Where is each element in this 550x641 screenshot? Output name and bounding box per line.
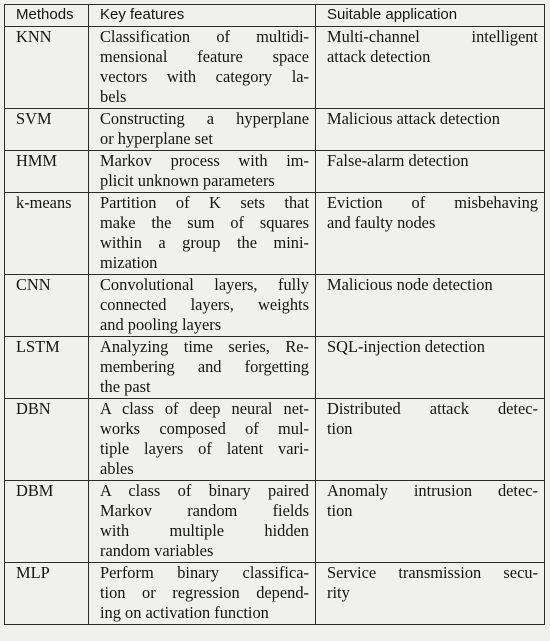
method-cell: SVM bbox=[4, 108, 89, 151]
feature-line: Constructing a hyperplane bbox=[100, 109, 309, 128]
method-cell: HMM bbox=[4, 150, 89, 193]
feature-line: the past bbox=[100, 377, 151, 396]
table-row: MLP Perform binary classifica-tion or reg… bbox=[4, 562, 545, 625]
key-features-cell: Perform binary classifica-tion or regres… bbox=[88, 562, 316, 625]
application-line: attack detection bbox=[327, 47, 431, 66]
feature-line: vectors with category la- bbox=[100, 67, 309, 86]
table-row: k-means Partition of K sets that make the … bbox=[4, 192, 545, 275]
table-row: DBN A class of deep neural net-works comp… bbox=[4, 398, 545, 481]
comparison-table: Methods Key features Suitable applicatio… bbox=[4, 4, 545, 625]
application-line: Malicious node detection bbox=[327, 275, 493, 294]
key-features-cell: Analyzing time series, Re-membering and … bbox=[88, 336, 316, 399]
feature-line: tion or regression depend- bbox=[100, 583, 309, 602]
feature-line: mization bbox=[100, 253, 158, 272]
header-methods: Methods bbox=[4, 4, 89, 27]
method-cell: MLP bbox=[4, 562, 89, 625]
table-row: KNN Classification of multidi-mensional f… bbox=[4, 26, 545, 109]
feature-line: works composed of mul- bbox=[100, 419, 309, 438]
method-cell: k-means bbox=[4, 192, 89, 275]
header-key-features: Key features bbox=[88, 4, 316, 27]
key-features-cell: Convolutional layers, fully connected lay… bbox=[88, 274, 316, 337]
key-features-cell: Constructing a hyperplane or hyperplane s… bbox=[88, 108, 316, 151]
application-cell: Distributed attack detec-tion bbox=[315, 398, 545, 481]
application-cell: Malicious attack detection bbox=[315, 108, 545, 151]
application-line: Multi-channel intelligent bbox=[327, 27, 538, 46]
feature-line: Analyzing time series, Re- bbox=[100, 337, 309, 356]
application-line: Eviction of misbehaving bbox=[327, 193, 538, 212]
feature-line: random variables bbox=[100, 541, 214, 560]
feature-line: bels bbox=[100, 87, 127, 106]
feature-line: A class of binary paired bbox=[100, 481, 309, 500]
application-cell: Eviction of misbehaving and faulty nodes bbox=[315, 192, 545, 275]
feature-line: A class of deep neural net- bbox=[100, 399, 309, 418]
header-suitable-application: Suitable application bbox=[315, 4, 545, 27]
feature-line: with multiple hidden bbox=[100, 521, 309, 540]
feature-line: tiple layers of latent vari- bbox=[100, 439, 309, 458]
application-cell: Anomaly intrusion detec-tion bbox=[315, 480, 545, 563]
feature-line: or hyperplane set bbox=[100, 129, 213, 148]
table-row: HMM Markov process with im-plicit unknown… bbox=[4, 150, 545, 193]
application-line: Malicious attack detection bbox=[327, 109, 500, 128]
application-line: Distributed attack detec- bbox=[327, 399, 538, 418]
application-line: tion bbox=[327, 501, 353, 520]
application-cell: False-alarm detection bbox=[315, 150, 545, 193]
feature-line: and pooling layers bbox=[100, 315, 222, 334]
application-cell: Malicious node detection bbox=[315, 274, 545, 337]
table-row: LSTM Analyzing time series, Re-membering … bbox=[4, 336, 545, 399]
feature-line: ables bbox=[100, 459, 134, 478]
feature-line: within a group the mini- bbox=[100, 233, 309, 252]
feature-line: make the sum of squares bbox=[100, 213, 309, 232]
key-features-cell: Classification of multidi-mensional feat… bbox=[88, 26, 316, 109]
feature-line: membering and forgetting bbox=[100, 357, 309, 376]
method-cell: DBN bbox=[4, 398, 89, 481]
key-features-cell: A class of binary paired Markov random fi… bbox=[88, 480, 316, 563]
feature-line: plicit unknown parameters bbox=[100, 171, 275, 190]
method-cell: DBM bbox=[4, 480, 89, 563]
feature-line: Markov process with im- bbox=[100, 151, 309, 170]
table-row: CNN Convolutional layers, fully connected … bbox=[4, 274, 545, 337]
key-features-cell: Partition of K sets that make the sum of … bbox=[88, 192, 316, 275]
header-row: Methods Key features Suitable applicatio… bbox=[4, 4, 545, 27]
feature-line: Markov random fields bbox=[100, 501, 309, 520]
application-line: and faulty nodes bbox=[327, 213, 436, 232]
application-cell: Multi-channel intelligent attack detectio… bbox=[315, 26, 545, 109]
feature-line: mensional feature space bbox=[100, 47, 309, 66]
application-cell: SQL-injection detection bbox=[315, 336, 545, 399]
feature-line: Classification of multidi- bbox=[100, 27, 309, 46]
key-features-cell: Markov process with im-plicit unknown pa… bbox=[88, 150, 316, 193]
feature-line: connected layers, weights bbox=[100, 295, 309, 314]
feature-line: ing on activation function bbox=[100, 603, 269, 622]
key-features-cell: A class of deep neural net-works compose… bbox=[88, 398, 316, 481]
application-line: Service transmission secu- bbox=[327, 563, 538, 582]
method-cell: LSTM bbox=[4, 336, 89, 399]
application-line: False-alarm detection bbox=[327, 151, 469, 170]
application-line: SQL-injection detection bbox=[327, 337, 485, 356]
method-cell: KNN bbox=[4, 26, 89, 109]
application-line: Anomaly intrusion detec- bbox=[327, 481, 538, 500]
application-cell: Service transmission secu-rity bbox=[315, 562, 545, 625]
feature-line: Partition of K sets that bbox=[100, 193, 309, 212]
feature-line: Convolutional layers, fully bbox=[100, 275, 309, 294]
method-cell: CNN bbox=[4, 274, 89, 337]
feature-line: Perform binary classifica- bbox=[100, 563, 309, 582]
table-row: SVM Constructing a hyperplane or hyperplan… bbox=[4, 108, 545, 151]
table-row: DBM A class of binary paired Markov random… bbox=[4, 480, 545, 563]
application-line: tion bbox=[327, 419, 353, 438]
application-line: rity bbox=[327, 583, 350, 602]
